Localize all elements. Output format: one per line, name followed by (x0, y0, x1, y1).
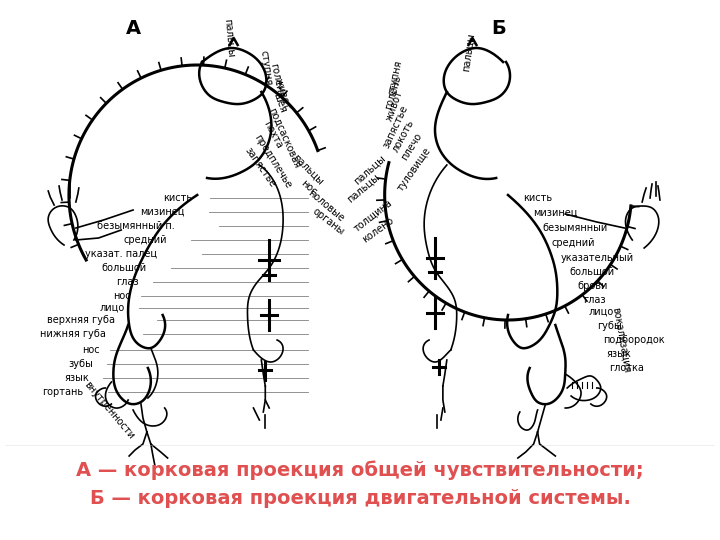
Text: указательный: указательный (560, 253, 634, 263)
Text: живот: живот (272, 77, 292, 111)
Text: запястье: запястье (243, 145, 277, 189)
Text: язык: язык (607, 349, 631, 359)
Text: подсасковая: подсасковая (266, 106, 302, 170)
Polygon shape (567, 376, 600, 401)
Polygon shape (199, 48, 266, 104)
Polygon shape (591, 388, 607, 406)
Text: кисть: кисть (523, 193, 552, 203)
Text: похта: похта (261, 120, 284, 151)
Text: органы: органы (310, 207, 346, 238)
Text: большой: большой (102, 263, 147, 273)
Text: безымянный: безымянный (543, 223, 608, 233)
Text: половые: половые (306, 188, 346, 224)
Text: пальцы: пальцы (291, 153, 325, 187)
Text: брови: брови (577, 281, 608, 291)
Text: нос: нос (82, 345, 99, 355)
Polygon shape (423, 340, 451, 362)
Text: запястье: запястье (382, 104, 410, 150)
Text: кисть: кисть (163, 193, 192, 203)
Text: большой: большой (570, 267, 614, 277)
Text: мизинец: мизинец (140, 207, 184, 217)
Text: губы: губы (597, 321, 621, 331)
Polygon shape (626, 206, 659, 248)
Text: язык: язык (65, 373, 90, 383)
Text: вокализация: вокализация (611, 306, 632, 374)
Text: подбородок: подбородок (603, 335, 665, 345)
Polygon shape (253, 340, 283, 362)
Text: Б: Б (491, 18, 505, 37)
Text: пальцы: пальцы (461, 32, 476, 72)
Text: голень: голень (383, 73, 402, 110)
Text: живот: живот (384, 88, 404, 123)
Text: средний: средний (552, 238, 595, 248)
Text: локоть: локоть (390, 118, 415, 153)
Text: предплечье: предплечье (252, 132, 293, 190)
Polygon shape (133, 408, 167, 426)
Text: голень: голень (269, 62, 285, 99)
Text: плечо: плечо (399, 131, 423, 163)
Text: пальцы: пальцы (346, 172, 382, 204)
Text: пальцы: пальцы (352, 153, 387, 187)
Text: глотка: глотка (608, 363, 644, 373)
Text: колено: колено (360, 215, 395, 245)
Text: шея: шея (271, 91, 288, 114)
Text: глаз: глаз (117, 277, 139, 287)
Text: пальцы: пальцы (223, 18, 236, 58)
Text: средний: средний (123, 235, 166, 245)
Text: нос: нос (114, 291, 131, 301)
Text: внутренности: внутренности (82, 379, 135, 441)
Text: нижняя губа: нижняя губа (40, 329, 105, 339)
Polygon shape (518, 410, 538, 430)
Text: зубы: зубы (68, 359, 94, 369)
Text: толщина: толщина (352, 197, 395, 233)
Text: безымянный п.: безымянный п. (96, 221, 174, 231)
Text: глаз: глаз (583, 295, 606, 305)
Text: нос: нос (299, 178, 319, 198)
Text: лицо: лицо (100, 303, 125, 313)
Text: Б — корковая проекция двигательной системы.: Б — корковая проекция двигательной систе… (89, 489, 631, 508)
Text: мизинец: мизинец (533, 208, 577, 218)
Polygon shape (48, 206, 78, 245)
Text: ступня: ступня (258, 49, 273, 86)
Text: гортань: гортань (42, 387, 84, 397)
Text: лицо: лицо (589, 307, 614, 317)
Polygon shape (96, 388, 112, 406)
Text: верхняя губа: верхняя губа (48, 315, 115, 325)
Text: ступня: ступня (387, 59, 405, 96)
Text: А — корковая проекция общей чувствительности;: А — корковая проекция общей чувствительн… (76, 460, 644, 480)
Text: А: А (125, 18, 140, 37)
Polygon shape (444, 48, 510, 104)
Text: указат. палец: указат. палец (85, 249, 157, 259)
Text: туловище: туловище (396, 145, 433, 193)
